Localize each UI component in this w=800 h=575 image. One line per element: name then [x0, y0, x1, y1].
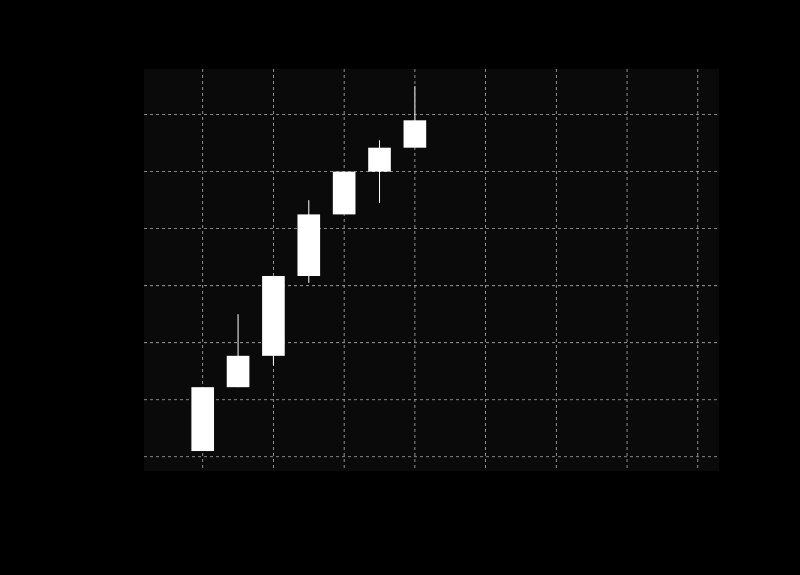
candle [297, 200, 321, 283]
candle-body [191, 387, 215, 452]
candle [262, 275, 285, 366]
candle-body [226, 355, 250, 388]
candle-body [332, 171, 356, 215]
candle [226, 314, 250, 388]
candle [368, 140, 391, 203]
candle [403, 86, 427, 148]
plot-area [144, 69, 719, 471]
candle-body [262, 275, 285, 356]
candle [332, 171, 356, 215]
candle-body [403, 120, 427, 148]
candle-body [368, 147, 391, 172]
candles [191, 86, 427, 452]
candle [191, 387, 215, 452]
candle-body [297, 214, 321, 276]
